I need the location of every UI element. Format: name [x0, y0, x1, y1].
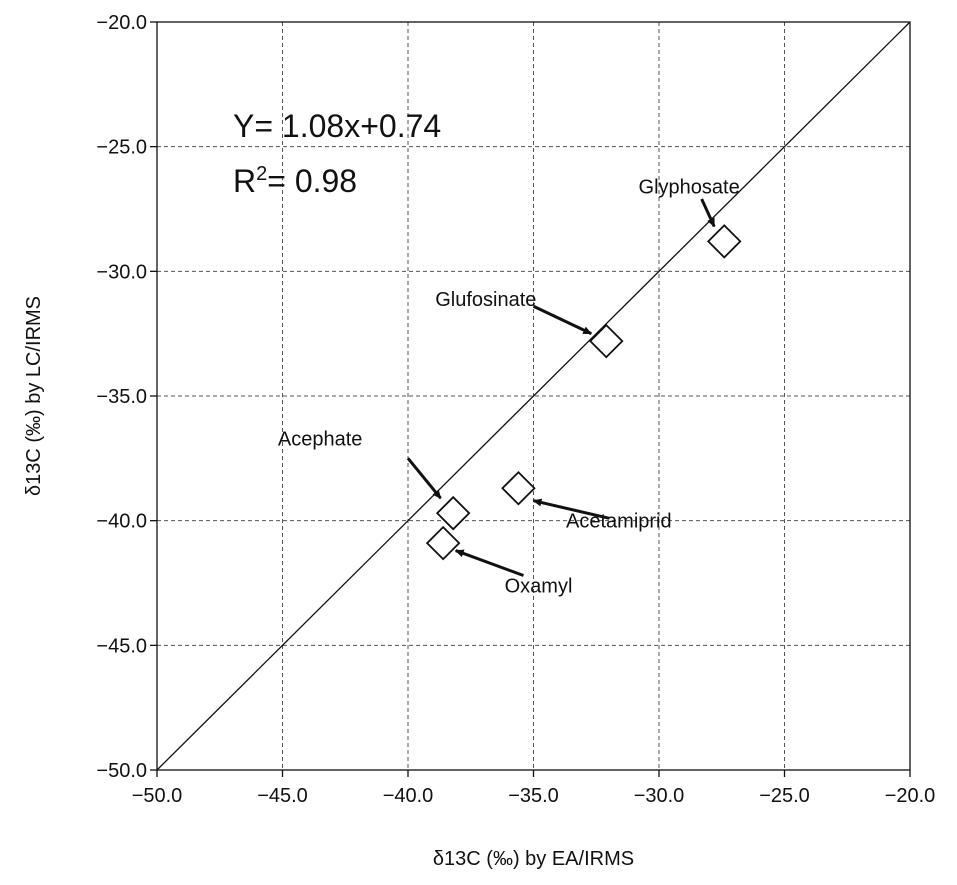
y-tick-label: −25.0: [96, 137, 147, 159]
y-tick-label: −20.0: [96, 12, 147, 34]
y-tick-label: −35.0: [96, 386, 147, 408]
data-point-acetamiprid: [501, 470, 536, 506]
y-tick-label: −45.0: [96, 635, 147, 657]
point-label-acetamiprid: Acetamiprid: [566, 511, 672, 533]
x-tick-label: −25.0: [759, 785, 810, 807]
data-point-glyphosate: [706, 224, 742, 259]
annotation-arrow-acephate: [406, 457, 442, 500]
point-label-acephate: Acephate: [278, 428, 363, 450]
data-point-glufosinate: [589, 323, 624, 359]
y-tick-label: −40.0: [96, 511, 147, 533]
y-axis-title: δ13C (‰) by LC/IRMS: [23, 296, 45, 496]
r-squared-value: = 0.98: [267, 163, 357, 199]
point-annotations: Glyphosate Glufosinate Acephate Acetamiprid…: [278, 177, 740, 598]
x-tick-label: −50.0: [132, 785, 183, 807]
x-tick-label: −45.0: [257, 785, 308, 807]
annotation-arrow-glyphosate: [700, 198, 716, 228]
point-label-glyphosate: Glyphosate: [639, 177, 740, 199]
data-points: [425, 224, 742, 561]
y-tick-label: −50.0: [96, 760, 147, 782]
data-point-oxamyl: [425, 525, 461, 561]
data-point-acephate: [435, 495, 471, 531]
x-axis-title: δ13C (‰) by EA/IRMS: [433, 848, 634, 870]
x-tick-label: −20.0: [885, 785, 936, 807]
point-label-glufosinate: Glufosinate: [435, 289, 536, 311]
x-tick-label: −30.0: [634, 785, 685, 807]
y-tick-label: −30.0: [96, 261, 147, 283]
annotation-arrow-glufosinate: [532, 304, 593, 336]
x-tick-label: −35.0: [508, 785, 559, 807]
r-squared-sup: 2: [256, 163, 267, 185]
axis-ticks: −50.0 −45.0 −40.0 −35.0 −30.0 −25.0 −20.0 −50.0…: [96, 12, 935, 807]
regression-equation: Y= 1.08x+0.74: [233, 108, 441, 144]
r-squared-prefix: R: [233, 163, 256, 199]
point-label-oxamyl: Oxamyl: [505, 575, 573, 597]
reference-line: [156, 21, 911, 771]
r-squared: R2= 0.98: [233, 163, 357, 199]
x-tick-label: −40.0: [383, 785, 434, 807]
annotation-arrow-acetamiprid: [532, 498, 610, 520]
annotation-arrow-oxamyl: [454, 549, 524, 577]
